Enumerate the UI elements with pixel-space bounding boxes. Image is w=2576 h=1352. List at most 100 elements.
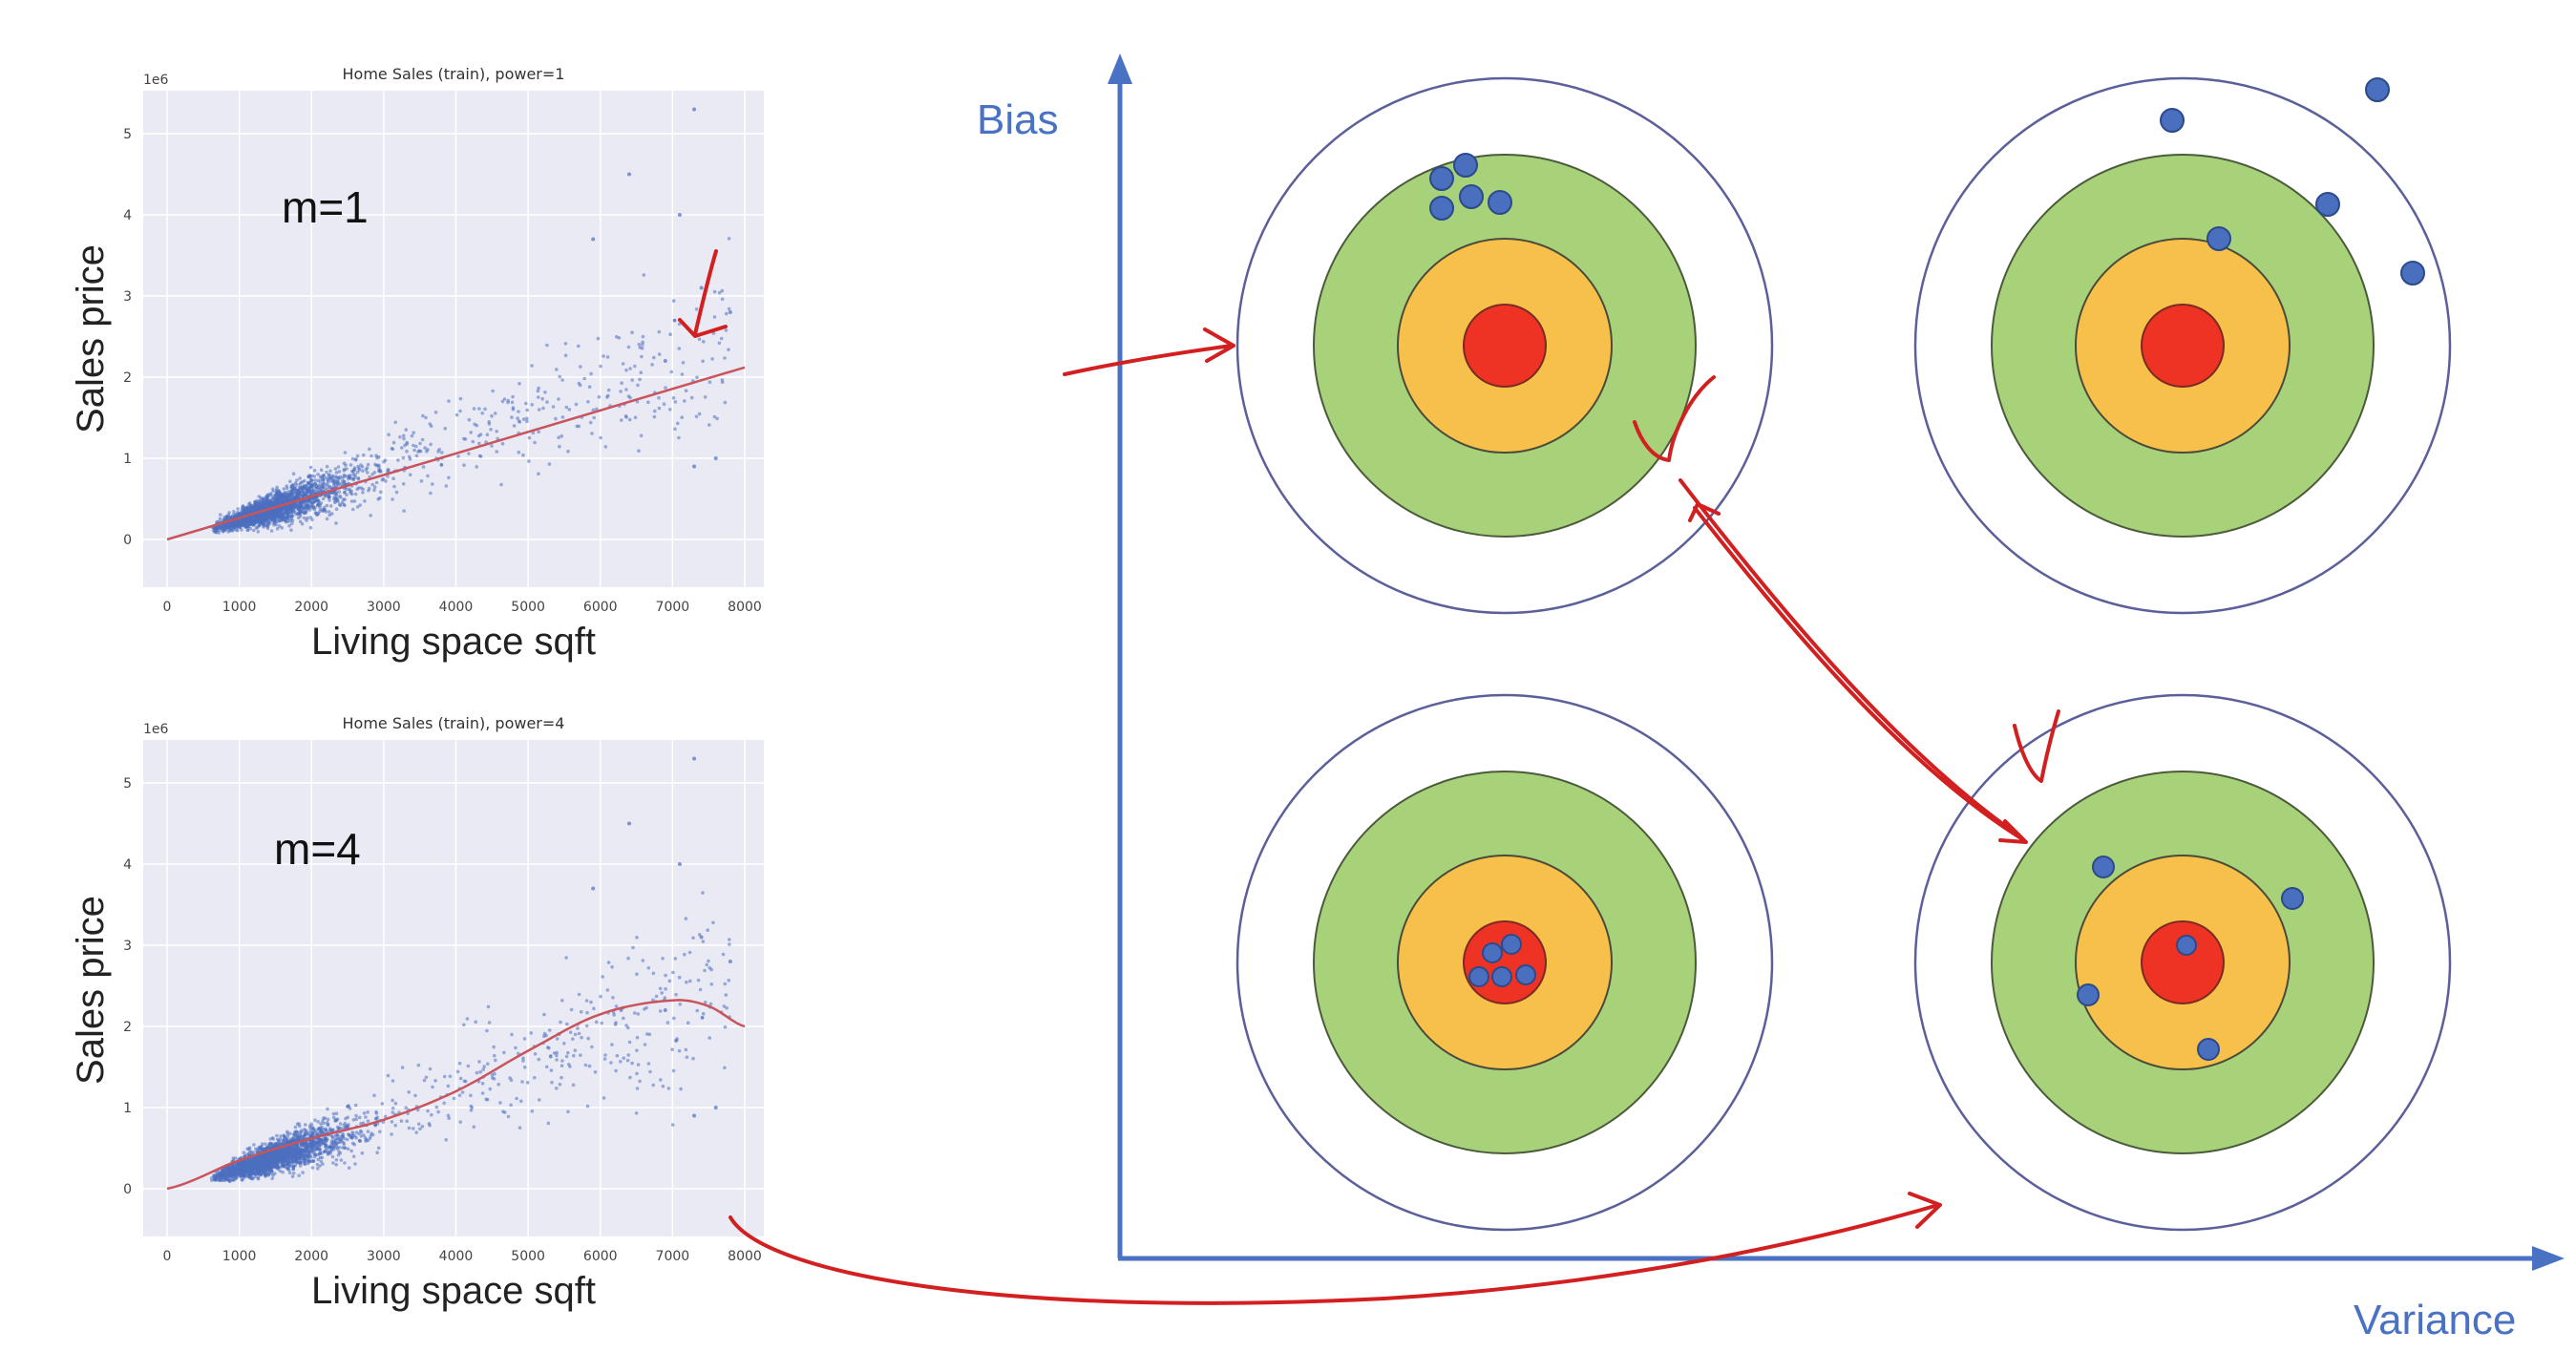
- scatter-point: [591, 408, 596, 412]
- scatter-point: [416, 1122, 421, 1126]
- scatter-point: [433, 411, 438, 414]
- scatter-point: [280, 526, 285, 530]
- scatter-point: [393, 1101, 398, 1106]
- scatter-point: [299, 510, 303, 514]
- scatter-point: [349, 1149, 354, 1153]
- scatter-point: [362, 1133, 366, 1137]
- scatter-point: [271, 500, 276, 504]
- scatter-point: [285, 496, 288, 500]
- scatter-point: [630, 330, 634, 335]
- scatter-point: [410, 433, 414, 438]
- scatter-point: [391, 497, 394, 501]
- scatter-point: [303, 1132, 307, 1137]
- scatter-point: [530, 1109, 535, 1113]
- scatter-point: [492, 1045, 496, 1049]
- scatter-point: [311, 488, 315, 492]
- scatter-point: [310, 518, 314, 522]
- scatter-point: [306, 503, 309, 507]
- scatter-point: [309, 478, 313, 482]
- scatter-point: [369, 1134, 373, 1138]
- scatter-point: [593, 1070, 598, 1074]
- scatter-point: [311, 1141, 315, 1146]
- scatter-point: [310, 491, 315, 496]
- scatter-point: [619, 1060, 623, 1064]
- scatter-point: [697, 412, 702, 416]
- scatter-point: [310, 482, 315, 487]
- scatter-point: [316, 1120, 321, 1124]
- scatter-point: [289, 484, 294, 488]
- scatter-point: [361, 491, 365, 495]
- scatter-point: [489, 428, 493, 432]
- scatter-point: [352, 466, 357, 470]
- scatter-point: [295, 478, 299, 482]
- scatter-point: [469, 1109, 474, 1112]
- scatter-point: [723, 356, 727, 360]
- scatter-point: [657, 352, 662, 356]
- scatter-point: [630, 378, 634, 382]
- scatter-point: [349, 476, 354, 480]
- scatter-point: [400, 1066, 405, 1069]
- scatter-point: [315, 1162, 320, 1167]
- scatter-point: [232, 510, 236, 514]
- scatter-point: [274, 522, 279, 527]
- scatter-point: [652, 414, 657, 419]
- scatter-point: [696, 978, 701, 982]
- scatter-point: [722, 1004, 727, 1008]
- scatter-point: [248, 526, 253, 531]
- scatter-point: [297, 505, 302, 509]
- scatter-point: [509, 1103, 513, 1108]
- scatter-point: [560, 999, 564, 1003]
- scatter-point: [600, 1021, 603, 1025]
- scatter-point: [621, 362, 625, 366]
- scatter-point: [484, 1097, 489, 1102]
- scatter-point: [321, 484, 326, 489]
- scatter-point: [709, 982, 714, 986]
- scatter-point: [487, 420, 491, 424]
- scatter-point: [349, 489, 353, 494]
- scatter-point: [677, 435, 681, 440]
- scatter-point: [348, 487, 351, 491]
- scatter-point: [431, 1085, 434, 1089]
- scatter-point: [264, 495, 269, 499]
- scatter-point: [292, 1160, 296, 1164]
- scatter-point: [571, 1037, 575, 1041]
- scatter-point: [412, 431, 416, 435]
- scatter-point: [506, 1114, 511, 1119]
- scatter-point: [245, 528, 250, 532]
- scatter-point: [480, 1091, 485, 1095]
- scatter-point: [549, 1068, 554, 1072]
- scatter-point: [356, 477, 361, 481]
- scatter-point: [599, 994, 602, 999]
- scatter-point: [318, 505, 322, 510]
- scatter-point: [252, 515, 257, 518]
- scatter-point: [636, 1012, 641, 1016]
- scatter-point: [306, 490, 310, 494]
- scatter-point: [373, 462, 377, 467]
- scatter-point: [686, 1021, 690, 1025]
- scatter-point: [332, 495, 337, 499]
- scatter-point: [282, 513, 285, 517]
- scatter-point: [434, 1105, 439, 1109]
- scatter-point: [339, 1138, 343, 1142]
- scatter-point: [273, 1172, 277, 1175]
- scatter-point: [418, 449, 423, 454]
- scatter-point: [270, 497, 275, 501]
- scatter-point: [240, 506, 244, 511]
- scatter-point: [374, 480, 379, 485]
- scatter-point: [636, 383, 640, 388]
- scatter-point: [633, 364, 637, 369]
- scatter-point: [437, 447, 441, 452]
- scatter-point: [458, 1120, 463, 1124]
- scatter-point: [326, 475, 329, 480]
- scatter-point: [426, 1109, 430, 1113]
- scatter-point: [517, 382, 521, 386]
- scatter-point: [359, 463, 363, 467]
- scatter-point: [521, 1056, 525, 1061]
- scatter-point: [258, 498, 262, 503]
- scatter-point: [416, 1063, 421, 1067]
- scatter-point: [550, 1080, 554, 1085]
- scatter-point: [626, 345, 631, 349]
- scatter-point: [563, 342, 568, 346]
- scatter-point: [307, 505, 312, 510]
- scatter-point: [537, 408, 541, 412]
